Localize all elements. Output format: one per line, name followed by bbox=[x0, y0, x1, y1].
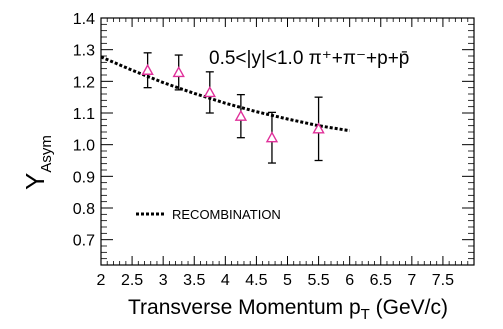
x-tick-label: 3 bbox=[159, 272, 168, 289]
legend-label: RECOMBINATION bbox=[172, 207, 281, 222]
x-tick-label: 2 bbox=[97, 272, 106, 289]
x-axis-title: Transverse Momentum pT (GeV/c) bbox=[128, 296, 448, 323]
x-tick-label: 2.5 bbox=[121, 272, 143, 289]
x-tick-label: 4.5 bbox=[245, 272, 267, 289]
x-tick-label: 6.5 bbox=[370, 272, 392, 289]
data-point bbox=[312, 122, 325, 134]
data-point bbox=[172, 66, 185, 78]
y-tick-label: 1.2 bbox=[73, 74, 95, 91]
data-point bbox=[203, 85, 216, 98]
data-point bbox=[141, 63, 154, 75]
y-tick-label: 0.9 bbox=[73, 169, 95, 186]
y-tick-label: 1.0 bbox=[73, 138, 95, 155]
recombination-curve bbox=[100, 55, 350, 133]
data-point bbox=[265, 131, 279, 143]
x-tick-label: 7 bbox=[407, 272, 416, 289]
y-axis-title: YAsym bbox=[20, 135, 55, 190]
y-tick-label: 1.1 bbox=[73, 106, 95, 123]
y-tick-label: 1.3 bbox=[73, 43, 95, 60]
x-tick-label: 4 bbox=[221, 272, 230, 289]
x-tick-label: 3.5 bbox=[183, 272, 205, 289]
data-point bbox=[234, 109, 248, 121]
x-tick-label: 5.5 bbox=[307, 272, 329, 289]
y-tick-label: 0.7 bbox=[73, 233, 95, 250]
x-tick-label: 5 bbox=[283, 272, 292, 289]
y-tick-label: 1.4 bbox=[73, 11, 95, 28]
y-tick-label: 0.8 bbox=[73, 201, 95, 218]
selection-annotation: 0.5<|y|<1.0 π⁺+π⁻+p+p̄ bbox=[209, 48, 409, 69]
x-tick-label: 6 bbox=[345, 272, 354, 289]
x-tick-label: 7.5 bbox=[432, 272, 454, 289]
